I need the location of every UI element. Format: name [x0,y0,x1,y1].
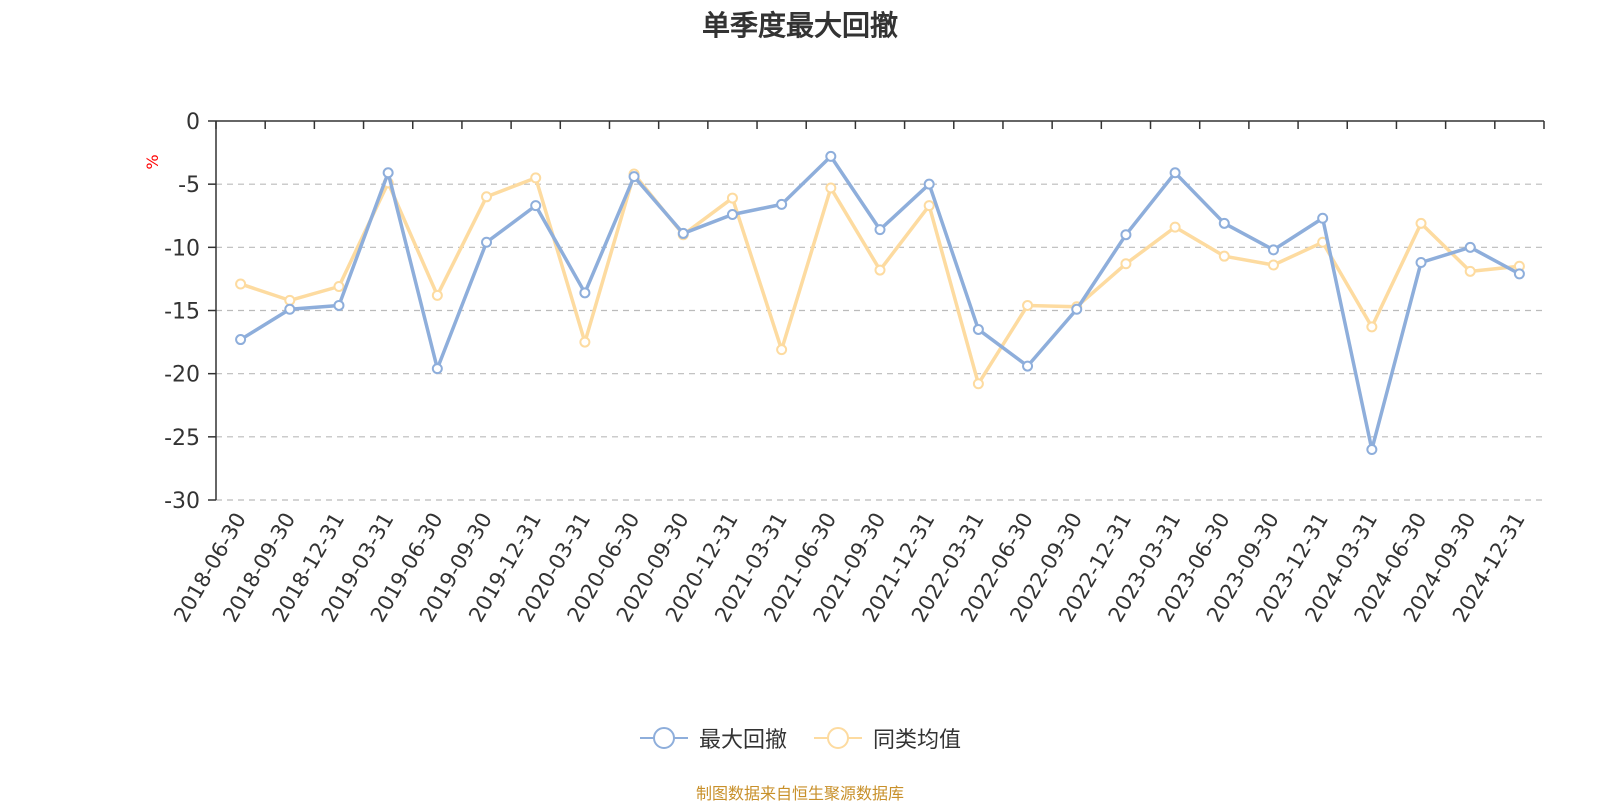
data-point-series2 [972,378,984,390]
data-point-series1 [431,363,443,375]
source-note: 制图数据来自恒生聚源数据库 [695,784,904,803]
axes: 0 -5 -10 -15 -20 -25 -30% [143,110,1545,514]
data-point-series1 [1317,212,1329,224]
data-point-series2 [1464,265,1476,277]
data-point-series1 [1169,167,1181,179]
data-point-series1 [1366,443,1378,455]
data-point-series1 [1415,256,1427,268]
data-point-series1 [333,299,345,311]
y-tick-label: -30 [164,489,200,514]
y-tick-label: 0 [186,110,200,135]
data-point-series2 [874,264,886,276]
data-point-series1 [874,224,886,236]
data-point-series1 [726,208,738,220]
data-point-series2 [825,182,837,194]
data-point-series1 [382,167,394,179]
y-tick-label: -25 [164,426,200,451]
data-point-series1 [1218,217,1230,229]
data-point-series1 [628,171,640,183]
data-point-series1 [579,287,591,299]
data-point-series2 [726,192,738,204]
data-point-series2 [1120,258,1132,270]
data-point-series2 [1169,221,1181,233]
data-point-series1 [481,236,493,248]
x-tick-labels: 2018-06-302018-09-302018-12-312019-03-31… [169,509,1530,627]
legend-item-series1[interactable]: 最大回撤 [639,722,787,754]
legend: 最大回撤 同类均值 [0,722,1600,754]
data-point-series1 [677,227,689,239]
data-point-series2 [776,344,788,356]
data-point-series1 [1071,303,1083,315]
data-point-series1 [235,334,247,346]
legend-label-series1: 最大回撤 [698,728,787,753]
y-tick-label: -20 [164,363,200,388]
data-point-series2 [530,172,542,184]
y-tick-label: -5 [178,173,200,198]
data-point-series1 [776,198,788,210]
series-line-1 [239,154,1521,452]
data-point-series2 [431,289,443,301]
data-point-series1 [530,200,542,212]
data-point-series2 [1415,217,1427,229]
data-point-series2 [923,200,935,212]
y-axis-unit-label: % [143,154,162,169]
data-point-series2 [1366,321,1378,333]
legend-swatch-series1-icon [639,727,688,749]
data-point-series2 [1022,299,1034,311]
legend-item-series2[interactable]: 同类均值 [813,722,961,754]
data-point-series1 [1513,268,1525,280]
data-point-series1 [284,303,296,315]
chart-title: 单季度最大回撤 [701,9,898,42]
data-point-series1 [923,178,935,190]
data-point-series2 [284,294,296,306]
data-point-series1 [1464,241,1476,253]
series-lines [235,150,1525,455]
y-tick-label: -15 [164,300,200,325]
data-point-series2 [235,278,247,290]
data-point-series2 [333,280,345,292]
data-point-series1 [825,150,837,162]
data-point-series1 [1120,229,1132,241]
data-point-series1 [1267,244,1279,256]
legend-swatch-series2-icon [814,727,862,749]
data-point-series2 [481,191,493,203]
legend-label-series2: 同类均值 [873,728,962,753]
y-tick-label: -10 [164,236,200,261]
data-point-series1 [972,323,984,335]
data-point-series1 [1022,360,1034,372]
data-point-series2 [579,336,591,348]
data-point-series2 [1218,250,1230,262]
data-point-series2 [1267,259,1279,271]
